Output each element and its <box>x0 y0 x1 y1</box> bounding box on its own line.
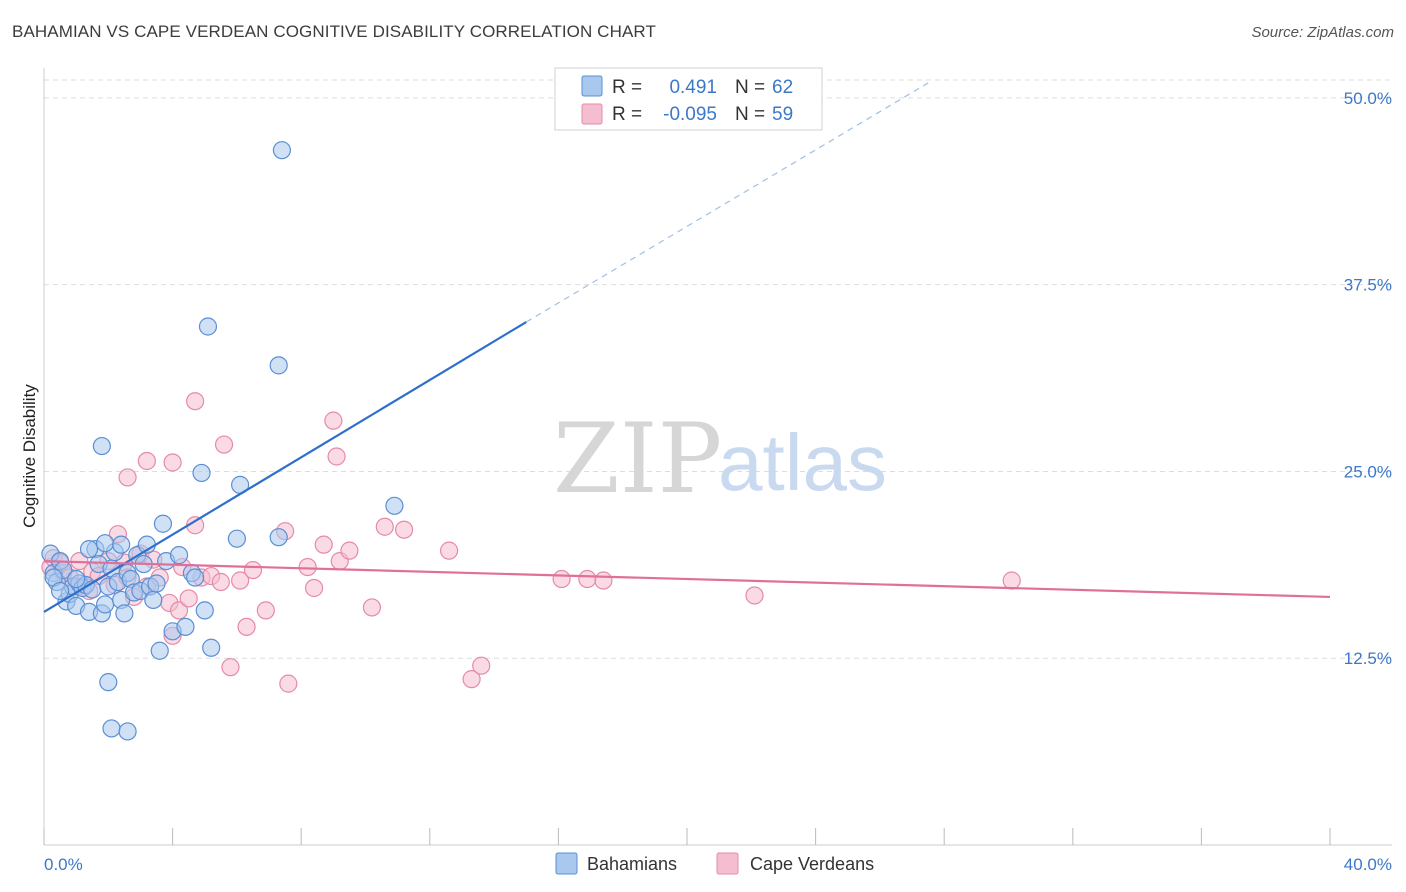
bahamians-point-34 <box>147 574 166 593</box>
bahamians-point-33 <box>144 590 163 610</box>
watermark: ZIP atlas <box>553 403 887 515</box>
bahamians-point-59 <box>67 569 86 589</box>
bahamians-point-36 <box>153 514 173 533</box>
legend-n-label-2: N = <box>735 104 765 125</box>
y-tick-labels: 12.5% 25.0% 37.5% 50.0% <box>1344 89 1392 668</box>
cape-verdeans-point-52 <box>118 468 137 487</box>
y-tick-label-1: 25.0% <box>1344 462 1392 481</box>
watermark-zip: ZIP <box>553 403 722 515</box>
bottom-legend-bahamians: Bahamians <box>587 854 677 874</box>
bahamians-point-52 <box>272 141 292 160</box>
legend-r-label-1: R = <box>612 77 642 98</box>
y-tick-label-3: 50.0% <box>1344 89 1392 108</box>
cape-verdeans-point-33 <box>256 601 275 620</box>
bahamians-point-47 <box>102 719 121 738</box>
legend-n-label-1: N = <box>735 77 765 98</box>
stats-legend: R = 0.491 N = 62 R = -0.095 N = 59 <box>554 67 823 131</box>
cape-verdeans-point-40 <box>340 541 359 560</box>
legend-r-value-1: 0.491 <box>669 77 717 98</box>
bahamians-point-61 <box>50 581 70 601</box>
cape-verdeans-point-57 <box>324 411 343 430</box>
bahamians-point-40 <box>176 617 195 636</box>
cape-verdeans-point-58 <box>327 447 346 466</box>
bahamians-point-18 <box>95 595 115 614</box>
bahamians-point-56 <box>269 528 288 547</box>
chart-title: BAHAMIAN VS CAPE VERDEAN COGNITIVE DISAB… <box>12 22 656 41</box>
y-axis-label: Cognitive Disability <box>20 384 39 528</box>
source-label: Source: ZipAtlas.com <box>1251 24 1394 41</box>
cape-verdeans-point-54 <box>163 453 182 472</box>
legend-r-label-2: R = <box>612 104 642 125</box>
legend-r-value-2: -0.095 <box>663 104 717 125</box>
y-tick-label-2: 37.5% <box>1344 276 1392 295</box>
cape-verdeans-point-36 <box>298 557 317 577</box>
bahamians-point-24 <box>115 604 134 623</box>
cape-verdeans-point-46 <box>472 656 491 675</box>
cape-verdeans-point-48 <box>578 569 597 589</box>
cape-verdeans-point-32 <box>243 560 263 580</box>
bahamians-point-35 <box>150 641 169 660</box>
bahamians-point-45 <box>202 638 221 657</box>
cape-verdeans-point-49 <box>594 571 613 590</box>
cape-verdeans-point-56 <box>186 392 205 411</box>
cape-verdeans-point-50 <box>745 586 764 605</box>
x-tick-label-min: 0.0% <box>44 855 83 874</box>
legend-swatch-cape-verdeans <box>581 103 603 125</box>
cape-verdeans-point-22 <box>169 601 189 620</box>
bahamians-point-49 <box>95 534 115 553</box>
bahamians-point-50 <box>92 436 111 456</box>
cape-verdeans-point-29 <box>221 658 240 677</box>
cape-verdeans-point-38 <box>314 535 333 554</box>
cape-verdeans-point-55 <box>214 435 234 454</box>
bahamians-point-57 <box>385 496 404 515</box>
x-tick-label-max: 40.0% <box>1344 855 1392 874</box>
bahamians-point-48 <box>118 722 137 741</box>
bahamians-point-46 <box>99 673 118 692</box>
bottom-legend-swatch-bahamians <box>555 852 578 875</box>
cape-verdeans-trend-line <box>43 559 1331 599</box>
bahamians-point-44 <box>195 601 214 620</box>
bottom-legend-cape-verdeans: Cape Verdeans <box>750 854 874 874</box>
cape-verdeans-point-41 <box>362 598 382 617</box>
y-tick-label-0: 12.5% <box>1344 649 1392 668</box>
cape-verdeans-point-51 <box>1002 571 1021 590</box>
series-legend: Bahamians Cape Verdeans <box>555 852 874 875</box>
cape-verdeans-point-53 <box>137 451 156 471</box>
cape-verdeans-point-31 <box>237 617 256 636</box>
cape-verdeans-point-44 <box>439 541 459 560</box>
cape-verdeans-point-42 <box>375 517 394 536</box>
cape-verdeans-point-30 <box>231 571 250 590</box>
bottom-legend-swatch-cape-verdeans <box>716 852 739 875</box>
bahamians-point-53 <box>269 356 288 375</box>
cape-verdeans-point-45 <box>462 670 481 689</box>
bahamians-point-60 <box>79 540 99 559</box>
watermark-atlas: atlas <box>718 418 887 507</box>
trend-lines <box>43 82 1331 613</box>
bahamians-point-39 <box>169 546 189 565</box>
cape-verdeans-point-37 <box>304 578 324 598</box>
legend-swatch-bahamians <box>581 75 603 97</box>
cape-verdeans-point-43 <box>394 520 414 539</box>
bahamians-point-58 <box>112 535 131 554</box>
x-tick-marks <box>43 828 1331 845</box>
legend-n-value-1: 62 <box>772 77 793 98</box>
cape-verdeans-point-24 <box>179 589 198 608</box>
legend-n-value-2: 59 <box>772 104 793 125</box>
bahamians-point-55 <box>227 529 246 548</box>
bahamians-point-51 <box>198 317 218 336</box>
cape-verdeans-point-35 <box>279 674 298 693</box>
cape-verdeans-point-28 <box>211 572 230 592</box>
axes <box>43 68 1392 846</box>
bahamians-trend-extension <box>525 82 929 323</box>
bahamians-point-43 <box>192 463 211 483</box>
cape-verdeans-point-47 <box>552 569 571 589</box>
bahamians-points <box>41 141 404 741</box>
bahamians-point-42 <box>186 568 205 587</box>
